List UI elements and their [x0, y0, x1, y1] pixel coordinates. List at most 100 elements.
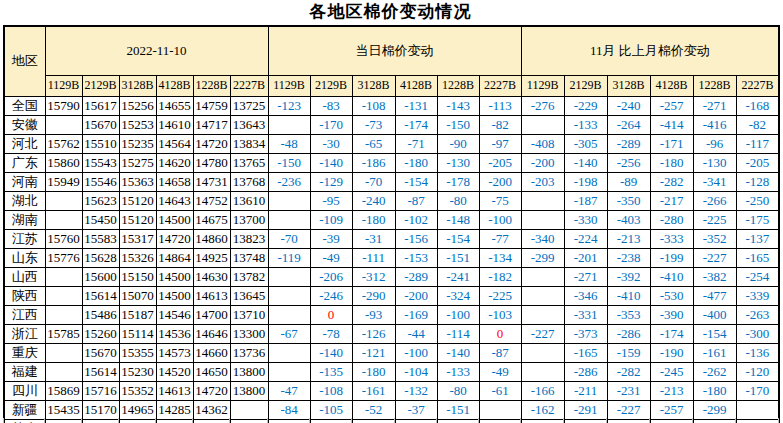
price-cell[interactable] [45, 115, 82, 134]
price-cell[interactable]: 14520 [156, 362, 193, 381]
price-cell[interactable]: 14500 [156, 267, 193, 286]
day-change-cell[interactable]: -65 [352, 134, 395, 153]
month-change-cell[interactable]: -341 [693, 172, 736, 191]
month-change-cell[interactable]: -213 [650, 381, 693, 400]
day-change-cell[interactable]: -48 [268, 134, 310, 153]
month-change-cell[interactable]: -410 [650, 267, 693, 286]
day-change-cell[interactable]: -73 [352, 115, 395, 134]
price-cell[interactable] [45, 362, 82, 381]
day-change-cell[interactable]: -148 [437, 210, 479, 229]
month-change-cell[interactable]: -373 [564, 324, 607, 343]
day-change-cell[interactable]: -97 [479, 134, 521, 153]
day-change-cell[interactable]: -93 [352, 305, 395, 324]
day-change-cell[interactable] [268, 267, 310, 286]
day-change-cell[interactable]: -70 [352, 172, 395, 191]
day-change-cell[interactable]: -126 [352, 324, 395, 343]
price-cell[interactable]: 15617 [82, 96, 119, 115]
day-change-cell[interactable]: -109 [310, 210, 352, 229]
day-change-cell[interactable]: -87 [479, 343, 521, 362]
price-cell[interactable]: 15543 [82, 153, 119, 172]
month-change-cell[interactable]: -330 [564, 210, 607, 229]
month-change-cell[interactable]: -180 [693, 381, 736, 400]
price-cell[interactable]: 15776 [45, 248, 82, 267]
col-header-2129b-g1[interactable]: 2129B [82, 75, 119, 96]
price-cell[interactable]: 15450 [82, 210, 119, 229]
day-change-cell[interactable]: -39 [310, 229, 352, 248]
price-cell[interactable] [45, 305, 82, 324]
price-cell[interactable]: 15120 [119, 191, 156, 210]
day-change-cell[interactable] [268, 362, 310, 381]
month-change-cell[interactable]: -392 [607, 267, 650, 286]
day-change-cell[interactable]: -49 [310, 248, 352, 267]
price-cell[interactable]: 15760 [45, 229, 82, 248]
month-change-cell[interactable]: -282 [607, 362, 650, 381]
day-change-cell[interactable]: -154 [437, 229, 479, 248]
day-change-cell[interactable]: -82 [479, 115, 521, 134]
month-change-cell[interactable]: -205 [736, 153, 779, 172]
month-change-cell[interactable]: -200 [521, 153, 564, 172]
month-change-cell[interactable]: -353 [607, 305, 650, 324]
day-change-cell[interactable]: -140 [310, 153, 352, 172]
price-cell[interactable]: 15869 [45, 381, 82, 400]
month-change-cell[interactable]: -137 [736, 229, 779, 248]
month-change-cell[interactable]: -198 [564, 172, 607, 191]
price-cell[interactable]: 14700 [193, 305, 230, 324]
group-header-month-change[interactable]: 11月 比上月棉价变动 [521, 26, 779, 75]
month-change-cell[interactable]: -140 [564, 153, 607, 172]
month-change-cell[interactable]: -331 [564, 305, 607, 324]
price-cell[interactable]: 14655 [156, 96, 193, 115]
month-change-cell[interactable]: -416 [693, 115, 736, 134]
price-cell[interactable]: 14613 [193, 286, 230, 305]
month-change-cell[interactable]: -117 [736, 134, 779, 153]
price-cell[interactable]: 13725 [230, 96, 268, 115]
region-column-header[interactable]: 地区 [4, 26, 45, 96]
month-change-cell[interactable] [521, 343, 564, 362]
month-change-cell[interactable]: -159 [607, 343, 650, 362]
day-change-cell[interactable] [268, 305, 310, 324]
day-change-cell[interactable]: -186 [352, 153, 395, 172]
month-change-cell[interactable]: -382 [693, 267, 736, 286]
price-cell[interactable]: 15260 [82, 324, 119, 343]
day-change-cell[interactable] [268, 286, 310, 305]
day-change-cell[interactable] [479, 400, 521, 419]
month-change-cell[interactable]: -168 [736, 96, 779, 115]
price-cell[interactable]: 15790 [45, 96, 82, 115]
day-change-cell[interactable]: -113 [479, 96, 521, 115]
day-change-cell[interactable]: -102 [395, 210, 437, 229]
month-change-cell[interactable]: -289 [607, 134, 650, 153]
month-change-cell[interactable]: -414 [650, 115, 693, 134]
month-change-cell[interactable]: -271 [564, 267, 607, 286]
month-change-cell[interactable]: -190 [650, 343, 693, 362]
day-change-cell[interactable]: -30 [310, 134, 352, 153]
day-change-cell[interactable]: -180 [395, 153, 437, 172]
day-change-cell[interactable]: -31 [352, 229, 395, 248]
month-change-cell[interactable]: -286 [607, 324, 650, 343]
month-change-cell[interactable] [521, 362, 564, 381]
col-header-4128b-g1[interactable]: 4128B [156, 75, 193, 96]
day-change-cell[interactable]: -169 [395, 305, 437, 324]
month-change-cell[interactable]: -245 [650, 362, 693, 381]
day-change-cell[interactable]: -67 [268, 324, 310, 343]
price-cell[interactable] [45, 267, 82, 286]
price-cell[interactable]: 15070 [119, 286, 156, 305]
price-cell[interactable]: 14646 [193, 324, 230, 343]
day-change-cell[interactable]: -205 [479, 153, 521, 172]
day-change-cell[interactable]: -133 [437, 362, 479, 381]
day-change-cell[interactable]: -241 [437, 267, 479, 286]
month-change-cell[interactable]: -400 [693, 305, 736, 324]
day-change-cell[interactable]: -83 [310, 96, 352, 115]
price-cell[interactable]: 13643 [230, 115, 268, 134]
price-cell[interactable]: 15762 [45, 134, 82, 153]
price-cell[interactable]: 15120 [119, 210, 156, 229]
region-cell[interactable]: 湖南 [4, 210, 45, 229]
price-cell[interactable]: 15623 [82, 191, 119, 210]
day-change-cell[interactable]: -200 [395, 286, 437, 305]
month-change-cell[interactable]: -300 [736, 324, 779, 343]
month-change-cell[interactable]: -346 [564, 286, 607, 305]
price-cell[interactable]: 14285 [156, 400, 193, 419]
price-cell[interactable]: 14660 [193, 343, 230, 362]
day-change-cell[interactable]: -108 [352, 96, 395, 115]
month-change-cell[interactable]: -89 [607, 172, 650, 191]
price-cell[interactable]: 14650 [193, 362, 230, 381]
month-change-cell[interactable]: -390 [650, 305, 693, 324]
